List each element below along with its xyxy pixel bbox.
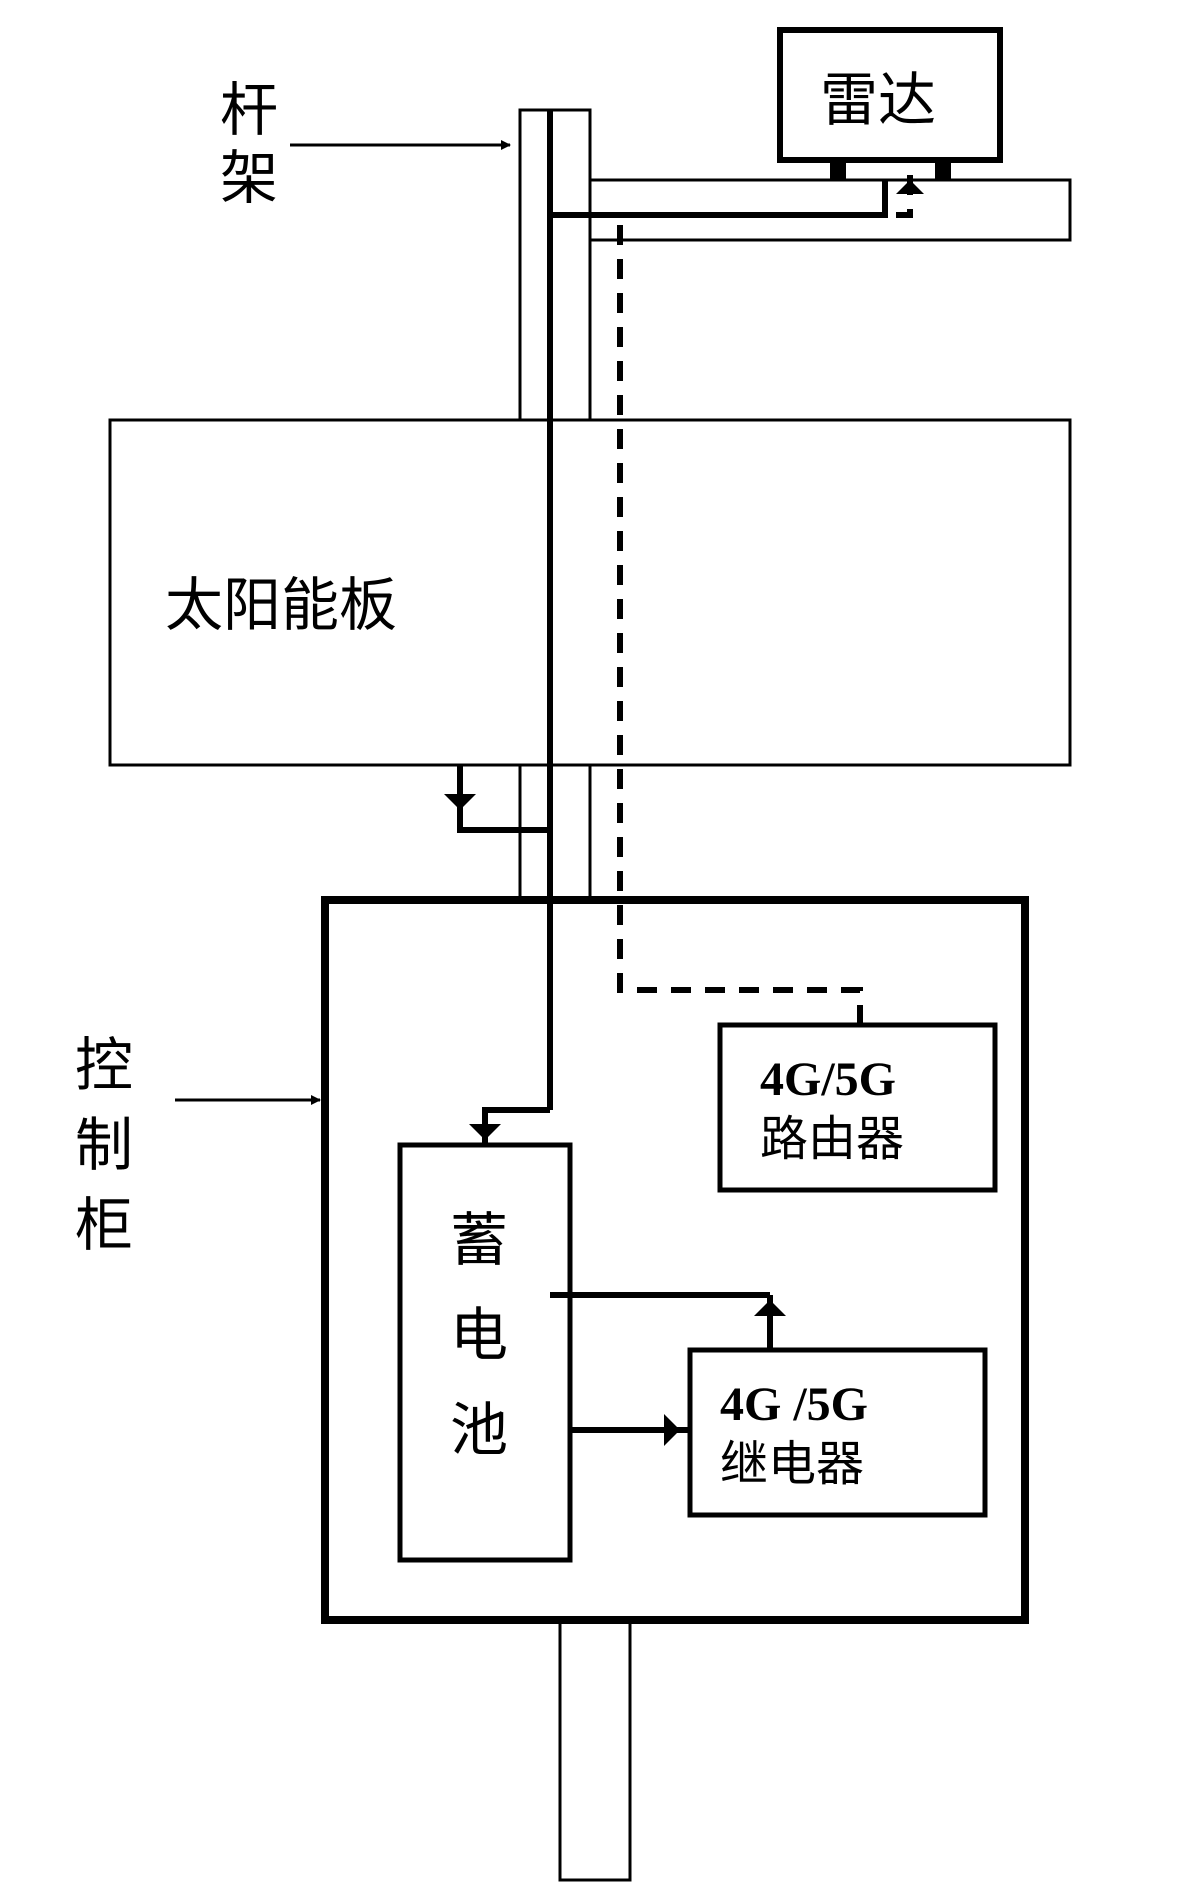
arrowhead	[469, 1124, 501, 1140]
labels.battery_l2: 电	[450, 1303, 508, 1368]
labels.battery_l1: 蓄	[450, 1208, 508, 1273]
labels.relay_l2: 继电器	[720, 1438, 864, 1491]
arrowhead	[444, 794, 476, 810]
labels.cabinet_l1: 控	[75, 1033, 133, 1098]
labels.mast_l1: 杆	[220, 78, 278, 143]
arrowhead	[754, 1300, 786, 1316]
labels.relay_l1: 4G /5G	[720, 1378, 868, 1431]
mast-pole-top	[520, 110, 590, 420]
labels.radar: 雷达	[820, 68, 936, 133]
labels.mast_l2: 架	[220, 146, 278, 211]
labels.router_l1: 4G/5G	[760, 1053, 896, 1106]
mast-arm	[590, 180, 1070, 240]
labels.cabinet_l3: 柜	[75, 1193, 133, 1258]
labels.solar_panel: 太阳能板	[165, 573, 397, 638]
labels.router_l2: 路由器	[760, 1113, 904, 1166]
labels.cabinet_l2: 制	[75, 1113, 133, 1178]
labels.battery_l3: 池	[450, 1398, 508, 1463]
mast-pole-bottom	[560, 1620, 630, 1880]
arrowhead	[664, 1414, 680, 1446]
